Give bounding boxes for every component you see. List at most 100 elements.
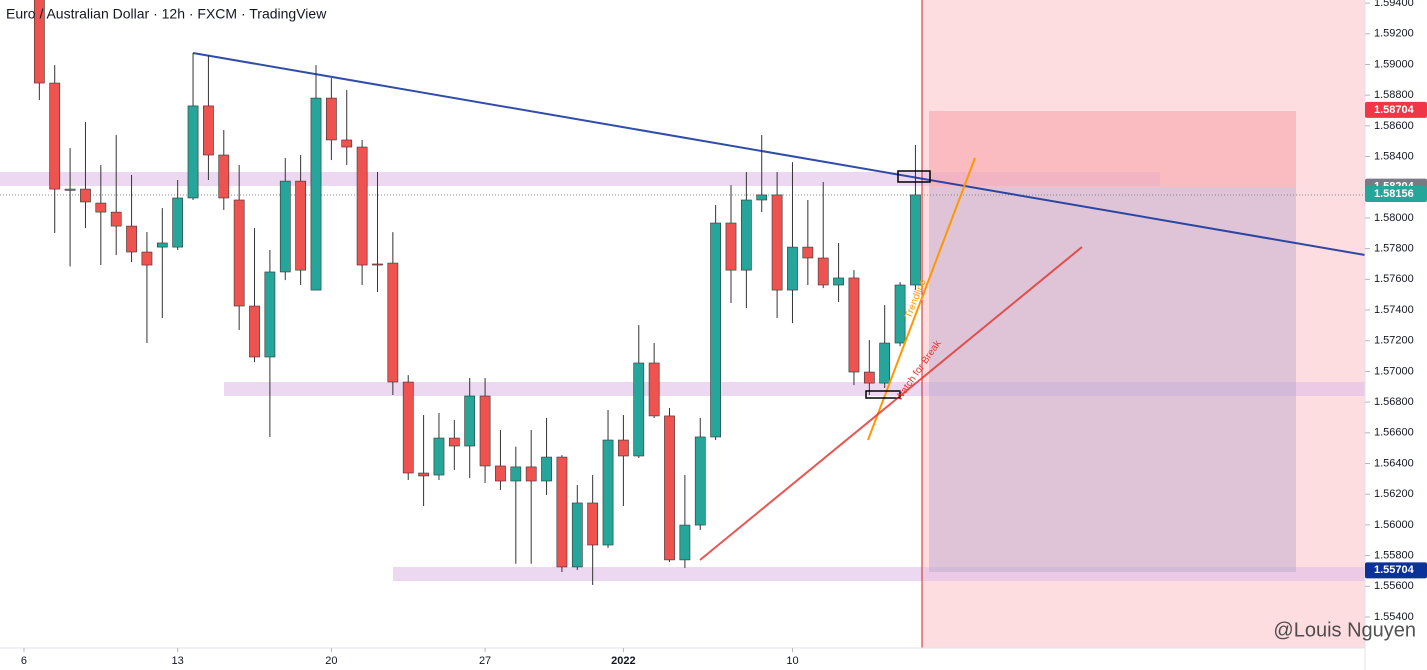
short-zone (922, 0, 1365, 648)
x-tick-label: 13 (172, 655, 184, 667)
candle-body (863, 371, 875, 384)
candle-body (510, 466, 522, 482)
trend-line (192, 52, 1366, 256)
candle-body (541, 456, 552, 482)
price-label: 1.58156 (1374, 188, 1414, 200)
y-tick-label: 1.55800 (1374, 550, 1414, 562)
candle-body (771, 194, 783, 291)
marker-box (865, 390, 901, 399)
candle-body (648, 362, 660, 417)
price-label-bg (1365, 101, 1427, 118)
candle-body (618, 439, 629, 457)
watermark: @Louis Nguyen (1273, 619, 1416, 641)
candle-body (479, 395, 491, 467)
y-tick-label: 1.57400 (1374, 304, 1414, 316)
candle-body (418, 472, 429, 477)
candle-body (64, 188, 76, 191)
candle-body (556, 456, 568, 568)
y-tick-label: 1.55400 (1374, 611, 1414, 623)
candle-body (464, 395, 476, 447)
chart-title: Euro / Australian Dollar · 12h · FXCM · … (6, 6, 327, 22)
candle-body (203, 105, 214, 156)
candle-body (495, 465, 506, 482)
candle-body (571, 502, 583, 568)
y-tick-label: 1.56400 (1374, 457, 1414, 469)
candle-body (218, 154, 230, 199)
candle-body (694, 436, 706, 526)
candle-body (833, 277, 844, 286)
price-label: 1.58704 (1374, 104, 1415, 116)
candle-body (341, 139, 353, 148)
y-tick-label: 1.58800 (1374, 89, 1414, 101)
price-label: 1.55704 (1374, 564, 1415, 576)
y-tick-label: 1.57600 (1374, 273, 1414, 285)
x-tick-label: 27 (479, 655, 491, 667)
y-tick-label: 1.58000 (1374, 212, 1414, 224)
candle-body (264, 271, 276, 358)
candle-body (817, 257, 829, 286)
candle-body (295, 180, 307, 271)
candle-body (525, 466, 537, 482)
trend-line (867, 157, 976, 441)
y-tick-label: 1.56800 (1374, 396, 1414, 408)
stop-box (929, 111, 1296, 187)
candle-body (402, 381, 414, 474)
candle-body (156, 242, 168, 248)
price-label-bg (1365, 186, 1427, 203)
candle-body (233, 199, 245, 307)
y-tick-label: 1.56600 (1374, 427, 1414, 439)
x-tick-label: 20 (325, 655, 337, 667)
x-tick-label: 6 (21, 655, 27, 667)
candle-body (802, 246, 814, 259)
y-tick-label: 1.55600 (1374, 580, 1414, 592)
candle-body (372, 263, 383, 266)
y-tick-label: 1.59000 (1374, 58, 1414, 70)
y-tick-label: 1.59400 (1374, 0, 1414, 9)
candle-body (33, 0, 45, 84)
support-zone (224, 382, 1365, 396)
candle-body (602, 439, 614, 546)
candle-body (725, 222, 737, 271)
y-tick-label: 1.57800 (1374, 243, 1414, 255)
candle-body (187, 105, 199, 199)
candle-body (740, 199, 752, 271)
candle-body (910, 194, 921, 286)
candle-body (633, 362, 645, 457)
candle-body (49, 82, 61, 190)
y-tick-label: 1.59200 (1374, 28, 1414, 40)
candle-body (172, 197, 184, 248)
candle-body (448, 437, 460, 447)
trend-line (699, 246, 1083, 561)
candle-body (848, 277, 860, 373)
y-tick-label: 1.56200 (1374, 488, 1414, 500)
price-label-bg (1365, 562, 1427, 579)
marker-box (897, 170, 931, 183)
candle-body (710, 222, 721, 438)
y-tick-label: 1.57200 (1374, 335, 1414, 347)
candle-body (433, 437, 445, 476)
candle-body (756, 194, 768, 201)
candle-body (279, 180, 291, 273)
candle-body (356, 146, 368, 266)
x-tick-label: 10 (786, 655, 798, 667)
candle-body (110, 211, 122, 227)
support-zone (393, 567, 1365, 581)
y-tick-label: 1.58400 (1374, 150, 1414, 162)
candle-body (787, 246, 798, 291)
candle-body (587, 502, 599, 546)
candle-body (894, 284, 906, 344)
candle-body (387, 262, 399, 383)
x-tick-label: 2022 (611, 655, 635, 667)
candle-body (310, 97, 322, 291)
y-tick-label: 1.58600 (1374, 120, 1414, 132)
candles (33, 0, 921, 585)
candle-body (95, 202, 107, 213)
candle-body (141, 251, 153, 266)
y-tick-label: 1.57000 (1374, 365, 1414, 377)
candle-body (326, 97, 337, 141)
candle-body (80, 188, 91, 203)
target-box (929, 187, 1296, 572)
y-tick-label: 1.56000 (1374, 519, 1414, 531)
